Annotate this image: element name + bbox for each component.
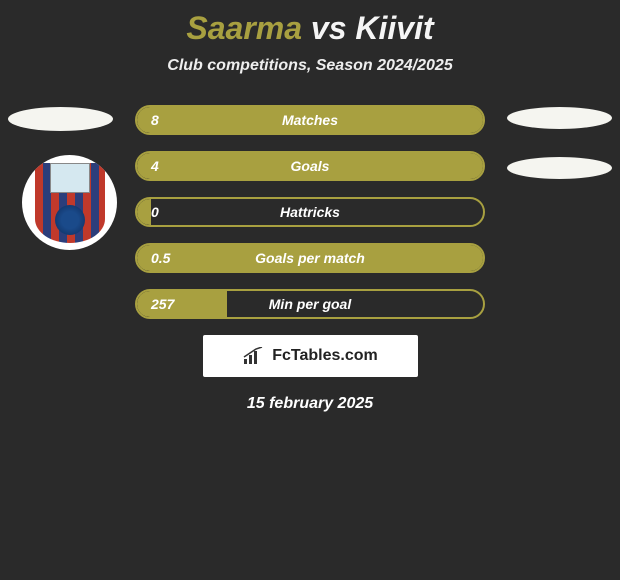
player1-placeholder-ellipse (8, 107, 113, 131)
stat-bars: 8 Matches 4 Goals 0 Hattricks 0.5 Goals … (135, 105, 485, 319)
subtitle: Club competitions, Season 2024/2025 (0, 57, 620, 75)
badge-ball-icon (55, 205, 85, 235)
player2-name: Kiivit (355, 10, 433, 46)
stat-row-matches: 8 Matches (135, 105, 485, 135)
brand-badge[interactable]: FcTables.com (203, 335, 418, 377)
badge-stripes (35, 163, 105, 243)
stat-row-goals: 4 Goals (135, 151, 485, 181)
stat-label: Goals per match (255, 250, 365, 266)
stat-row-min-per-goal: 257 Min per goal (135, 289, 485, 319)
stat-fill (137, 199, 151, 225)
vs-label: vs (311, 10, 347, 46)
player1-name: Saarma (186, 10, 302, 46)
stat-label: Matches (282, 112, 338, 128)
stat-value-left: 8 (151, 112, 159, 128)
stat-label: Goals (291, 158, 330, 174)
stats-area: 8 Matches 4 Goals 0 Hattricks 0.5 Goals … (0, 105, 620, 413)
stat-value-left: 0.5 (151, 250, 170, 266)
chart-icon (242, 347, 266, 365)
badge-building-icon (50, 163, 90, 193)
player2-placeholder-ellipse-1 (507, 107, 612, 129)
stat-value-left: 0 (151, 204, 159, 220)
stat-row-hattricks: 0 Hattricks (135, 197, 485, 227)
footer-date: 15 february 2025 (0, 395, 620, 413)
club-badge (22, 155, 117, 250)
stat-label: Min per goal (269, 296, 351, 312)
stat-label: Hattricks (280, 204, 340, 220)
stat-row-goals-per-match: 0.5 Goals per match (135, 243, 485, 273)
stat-value-left: 257 (151, 296, 174, 312)
page-title: Saarma vs Kiivit (0, 0, 620, 47)
brand-text: FcTables.com (272, 347, 378, 365)
player2-placeholder-ellipse-2 (507, 157, 612, 179)
stat-value-left: 4 (151, 158, 159, 174)
